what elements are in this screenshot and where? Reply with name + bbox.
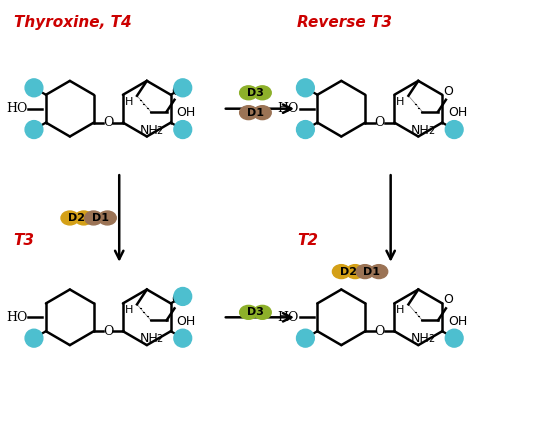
Ellipse shape bbox=[254, 86, 271, 100]
Circle shape bbox=[174, 329, 192, 347]
Text: D2: D2 bbox=[340, 266, 357, 277]
Circle shape bbox=[296, 79, 315, 97]
Ellipse shape bbox=[370, 265, 387, 278]
Text: O: O bbox=[443, 293, 453, 306]
Ellipse shape bbox=[239, 306, 258, 319]
Ellipse shape bbox=[346, 265, 364, 278]
Text: H: H bbox=[396, 305, 404, 315]
Text: O: O bbox=[375, 116, 385, 129]
Text: O: O bbox=[375, 325, 385, 338]
Circle shape bbox=[25, 329, 43, 347]
Text: D3: D3 bbox=[247, 88, 264, 98]
Circle shape bbox=[174, 121, 192, 139]
Circle shape bbox=[446, 329, 463, 347]
Circle shape bbox=[25, 79, 43, 97]
Text: D1: D1 bbox=[363, 266, 380, 277]
Text: Reverse T3: Reverse T3 bbox=[297, 15, 392, 30]
Ellipse shape bbox=[85, 211, 102, 225]
Ellipse shape bbox=[254, 106, 271, 119]
Ellipse shape bbox=[356, 265, 374, 278]
Text: NH: NH bbox=[411, 332, 430, 345]
Ellipse shape bbox=[254, 306, 271, 319]
Ellipse shape bbox=[61, 211, 79, 225]
Text: OH: OH bbox=[176, 106, 196, 119]
Text: HO: HO bbox=[277, 102, 299, 115]
Text: T3: T3 bbox=[14, 233, 35, 248]
Text: HO: HO bbox=[277, 311, 299, 324]
Text: NH: NH bbox=[139, 332, 158, 345]
Text: HO: HO bbox=[6, 102, 27, 115]
Circle shape bbox=[174, 287, 192, 306]
Text: D1: D1 bbox=[247, 108, 264, 118]
Text: OH: OH bbox=[176, 315, 196, 328]
Ellipse shape bbox=[99, 211, 116, 225]
Text: O: O bbox=[172, 293, 181, 306]
Ellipse shape bbox=[239, 86, 258, 100]
Circle shape bbox=[446, 121, 463, 139]
Text: D1: D1 bbox=[92, 213, 109, 223]
Text: H: H bbox=[124, 305, 133, 315]
Circle shape bbox=[296, 329, 315, 347]
Text: H: H bbox=[124, 97, 133, 107]
Ellipse shape bbox=[333, 265, 350, 278]
Text: O: O bbox=[443, 85, 453, 98]
Text: O: O bbox=[103, 325, 113, 338]
Text: H: H bbox=[396, 97, 404, 107]
Text: T2: T2 bbox=[297, 233, 318, 248]
Text: OH: OH bbox=[448, 106, 467, 119]
Text: 2: 2 bbox=[157, 334, 163, 344]
Text: NH: NH bbox=[139, 124, 158, 136]
Text: O: O bbox=[172, 85, 181, 98]
Text: O: O bbox=[103, 116, 113, 129]
Text: NH: NH bbox=[411, 124, 430, 136]
Text: D3: D3 bbox=[247, 307, 264, 317]
Text: 2: 2 bbox=[157, 125, 163, 136]
Text: 2: 2 bbox=[428, 125, 434, 136]
Circle shape bbox=[174, 79, 192, 97]
Circle shape bbox=[296, 121, 315, 139]
Text: HO: HO bbox=[6, 311, 27, 324]
Circle shape bbox=[25, 121, 43, 139]
Ellipse shape bbox=[239, 106, 258, 119]
Text: 2: 2 bbox=[428, 334, 434, 344]
Text: D2: D2 bbox=[68, 213, 85, 223]
Text: OH: OH bbox=[448, 315, 467, 328]
Text: Thyroxine, T4: Thyroxine, T4 bbox=[14, 15, 131, 30]
Ellipse shape bbox=[75, 211, 93, 225]
